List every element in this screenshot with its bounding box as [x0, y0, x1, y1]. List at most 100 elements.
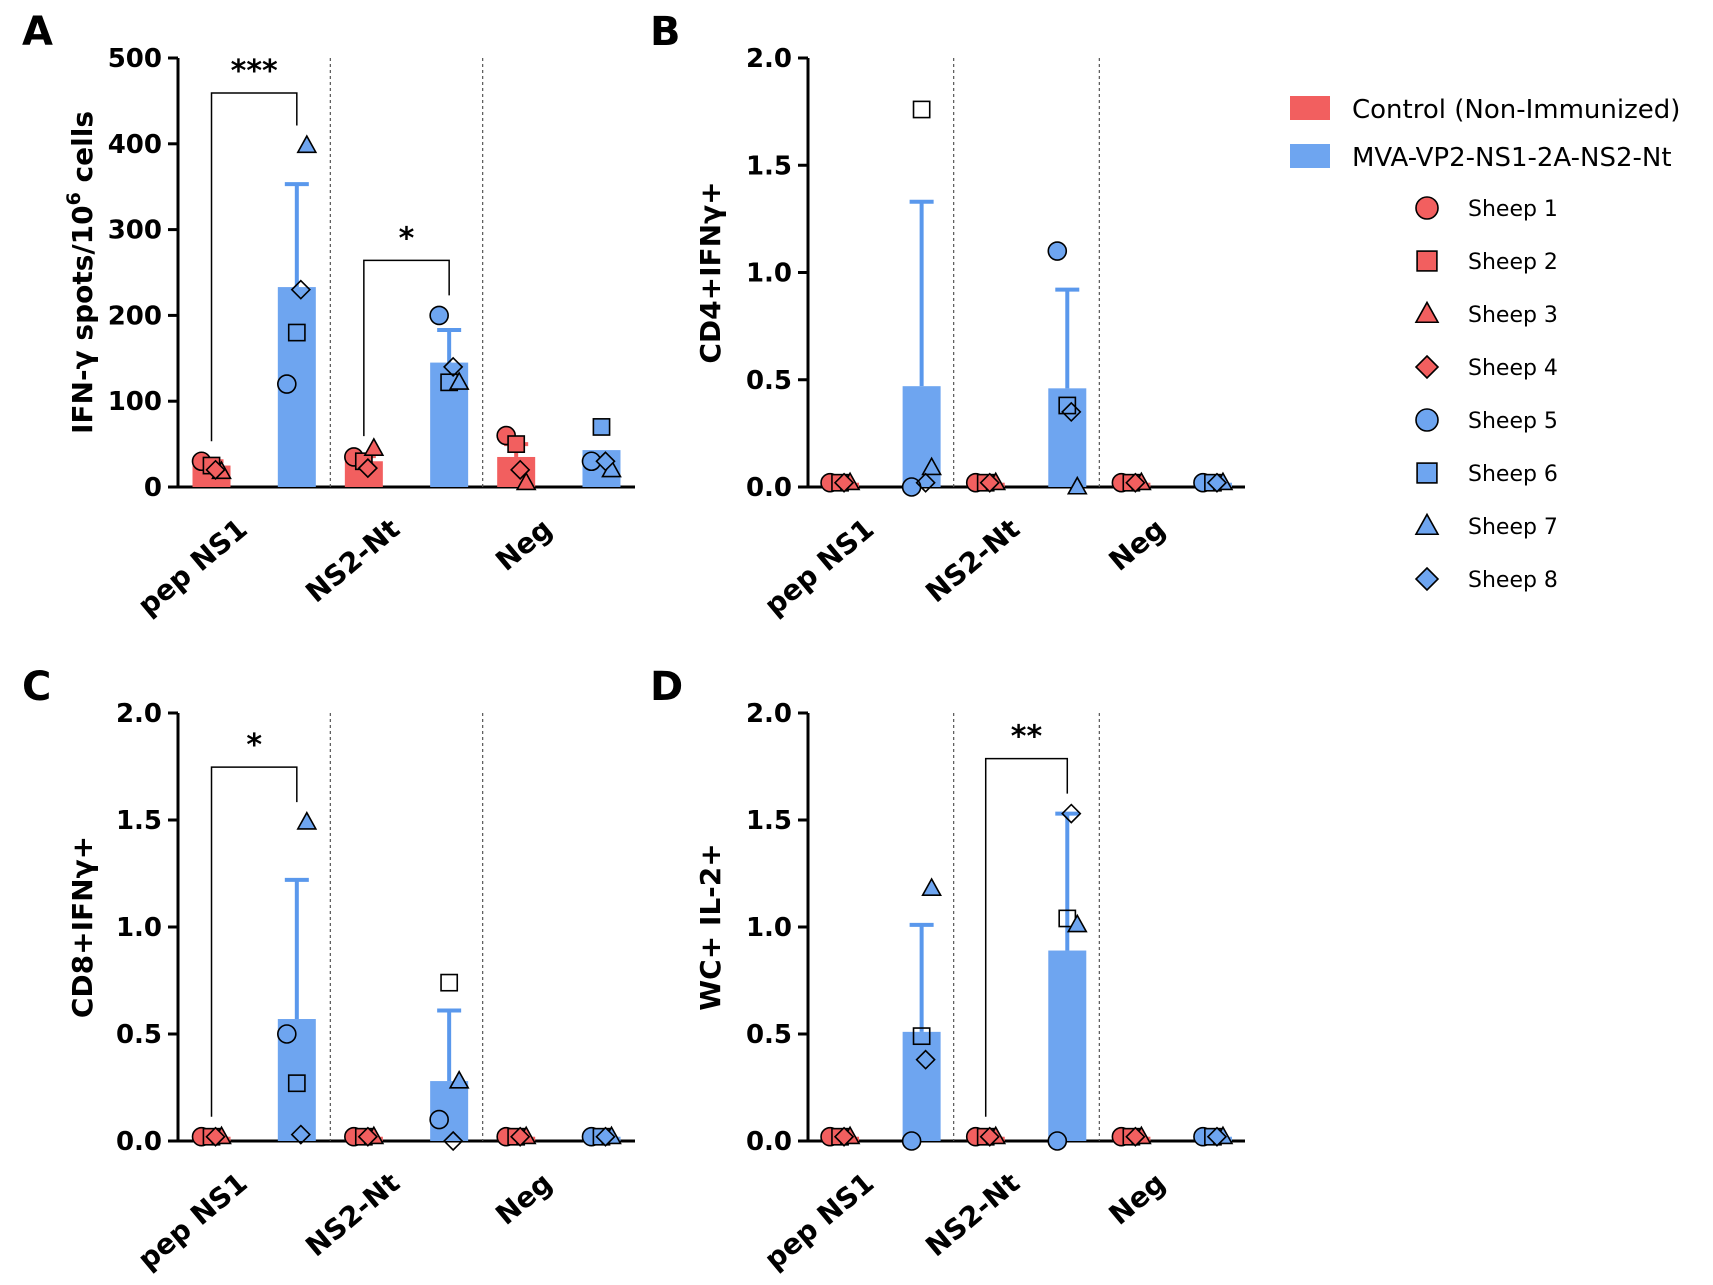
legend-swatch	[1290, 96, 1330, 120]
data-point-sheep-5	[1047, 1131, 1068, 1151]
significance-label: *	[246, 728, 262, 763]
y-tick-label: 1.5	[746, 151, 792, 181]
data-point-sheep-4	[357, 457, 378, 479]
legend-marker-sheep-3	[1414, 300, 1440, 324]
significance-label: *	[399, 221, 415, 256]
data-point-sheep-5	[901, 1131, 922, 1151]
data-point-sheep-6	[287, 1074, 306, 1093]
data-point-sheep-4	[357, 1126, 378, 1147]
panel-letter: B	[650, 9, 681, 55]
y-axis-label-main: CD4+IFNγ+	[694, 181, 727, 363]
data-point-sheep-3	[515, 471, 537, 491]
x-tick-label: NS2-Nt	[299, 512, 406, 609]
data-point-sheep-7	[921, 456, 942, 476]
legend-marker-sheep-7	[1414, 512, 1440, 536]
data-point-sheep-8	[290, 279, 311, 300]
y-axis-label-main: WC+ IL-2+	[694, 843, 727, 1010]
x-tick-label: Neg	[489, 512, 558, 577]
x-tick-label: pep NS1	[131, 512, 253, 622]
y-tick-label: 200	[108, 301, 162, 331]
data-point-sheep-4	[205, 459, 226, 480]
significance-bracket	[984, 757, 1069, 1117]
legend-sheep-label: Sheep 5	[1468, 409, 1558, 434]
x-tick-label: pep NS1	[758, 1166, 880, 1276]
data-point-sheep-4	[1125, 1126, 1146, 1147]
legend-sheep-label: Sheep 2	[1468, 250, 1558, 275]
panel-letter: A	[22, 9, 53, 55]
legend-sheep-label: Sheep 8	[1468, 568, 1558, 593]
y-tick-label: 2.0	[746, 44, 792, 74]
data-point-sheep-8	[915, 1049, 936, 1070]
x-tick-label: NS2-Nt	[919, 512, 1026, 609]
data-point-sheep-8	[1061, 803, 1082, 824]
x-tick-label: Neg	[1103, 1166, 1172, 1231]
y-axis-label-main: IFN-γ spots/10	[66, 205, 99, 434]
data-point-sheep-7	[296, 134, 318, 154]
bar-vaccine	[1048, 388, 1087, 487]
y-tick-label: 0.0	[746, 1127, 792, 1157]
data-point-sheep-8	[1206, 1126, 1228, 1147]
data-point-sheep-7	[448, 371, 470, 390]
panel-D: D 0.0 0.5 1.0 1.5 2.0 WC+ IL-2+ pep NS1 NS2-Nt **…	[650, 664, 1245, 1276]
data-point-sheep-8	[595, 451, 616, 472]
x-tick-label: Neg	[1103, 512, 1172, 577]
y-axis-label: IFN-γ spots/106 cells	[63, 111, 99, 434]
y-tick-label: 2.0	[116, 699, 162, 729]
significance-bracket	[210, 92, 298, 442]
legend-marker-sheep-5	[1415, 408, 1439, 432]
legend-marker-sheep-8	[1414, 566, 1440, 592]
legend-swatch	[1290, 144, 1330, 168]
data-point-sheep-4	[510, 459, 531, 480]
data-point-sheep-8	[290, 1124, 311, 1145]
x-tick-label: NS2-Nt	[919, 1166, 1026, 1263]
y-tick-label: 500	[108, 44, 162, 74]
y-tick-label: 100	[108, 387, 162, 417]
legend: Control (Non-Immunized) MVA-VP2-NS1-2A-NS…	[1290, 95, 1680, 593]
y-tick-label: 0.0	[746, 473, 792, 503]
data-point-sheep-5	[429, 305, 449, 326]
legend-marker-sheep-2	[1416, 250, 1438, 272]
y-axis-label: CD8+IFNγ+	[66, 836, 99, 1018]
data-point-sheep-8	[443, 356, 464, 378]
y-tick-label: 0.5	[746, 1020, 792, 1050]
legend-sheep-label: Sheep 7	[1468, 515, 1558, 540]
significance-bracket	[363, 259, 450, 437]
data-point-sheep-7	[296, 811, 318, 830]
panel-C: C 0.0 0.5 1.0 1.5 2.0 CD8+IFNγ+ pep NS1 * NS2-Nt N…	[22, 664, 635, 1276]
data-point-sheep-8	[443, 1130, 464, 1152]
data-point-sheep-5	[429, 1109, 449, 1130]
data-point-sheep-8	[915, 472, 936, 493]
data-point-sheep-4	[979, 472, 1000, 493]
data-point-sheep-4	[205, 1126, 226, 1147]
legend-sheep-label: Sheep 1	[1468, 197, 1558, 222]
y-tick-label: 0.5	[746, 366, 792, 396]
data-point-sheep-8	[1206, 472, 1228, 493]
data-point-sheep-4	[979, 1126, 1000, 1147]
data-point-sheep-7	[1066, 913, 1088, 933]
data-point-sheep-2	[507, 435, 526, 454]
bar-vaccine	[1048, 950, 1087, 1141]
significance-label: ***	[231, 54, 278, 89]
data-point-sheep-6	[287, 323, 306, 342]
data-point-sheep-5	[277, 1024, 297, 1044]
y-tick-label: 0	[144, 473, 162, 503]
data-point-sheep-4	[510, 1126, 531, 1147]
legend-sheep-label: Sheep 3	[1468, 303, 1558, 328]
legend-marker-sheep-6	[1416, 462, 1438, 484]
data-point-sheep-8	[595, 1126, 616, 1147]
x-tick-label: NS2-Nt	[299, 1166, 406, 1263]
data-point-sheep-7	[1066, 475, 1088, 495]
data-point-sheep-4	[1125, 472, 1146, 493]
x-tick-label: pep NS1	[758, 512, 880, 622]
data-point-sheep-6	[912, 1027, 931, 1046]
y-tick-label: 0.5	[116, 1020, 162, 1050]
x-tick-label: Neg	[489, 1166, 558, 1231]
legend-label: Control (Non-Immunized)	[1352, 95, 1680, 125]
y-axis-label-superscript: 6	[63, 192, 85, 205]
x-tick-label: pep NS1	[131, 1166, 253, 1276]
legend-sheep-label: Sheep 4	[1468, 356, 1558, 381]
data-point-sheep-5	[1047, 241, 1068, 261]
bar-vaccine	[902, 1031, 941, 1141]
y-tick-label: 1.0	[746, 259, 792, 289]
